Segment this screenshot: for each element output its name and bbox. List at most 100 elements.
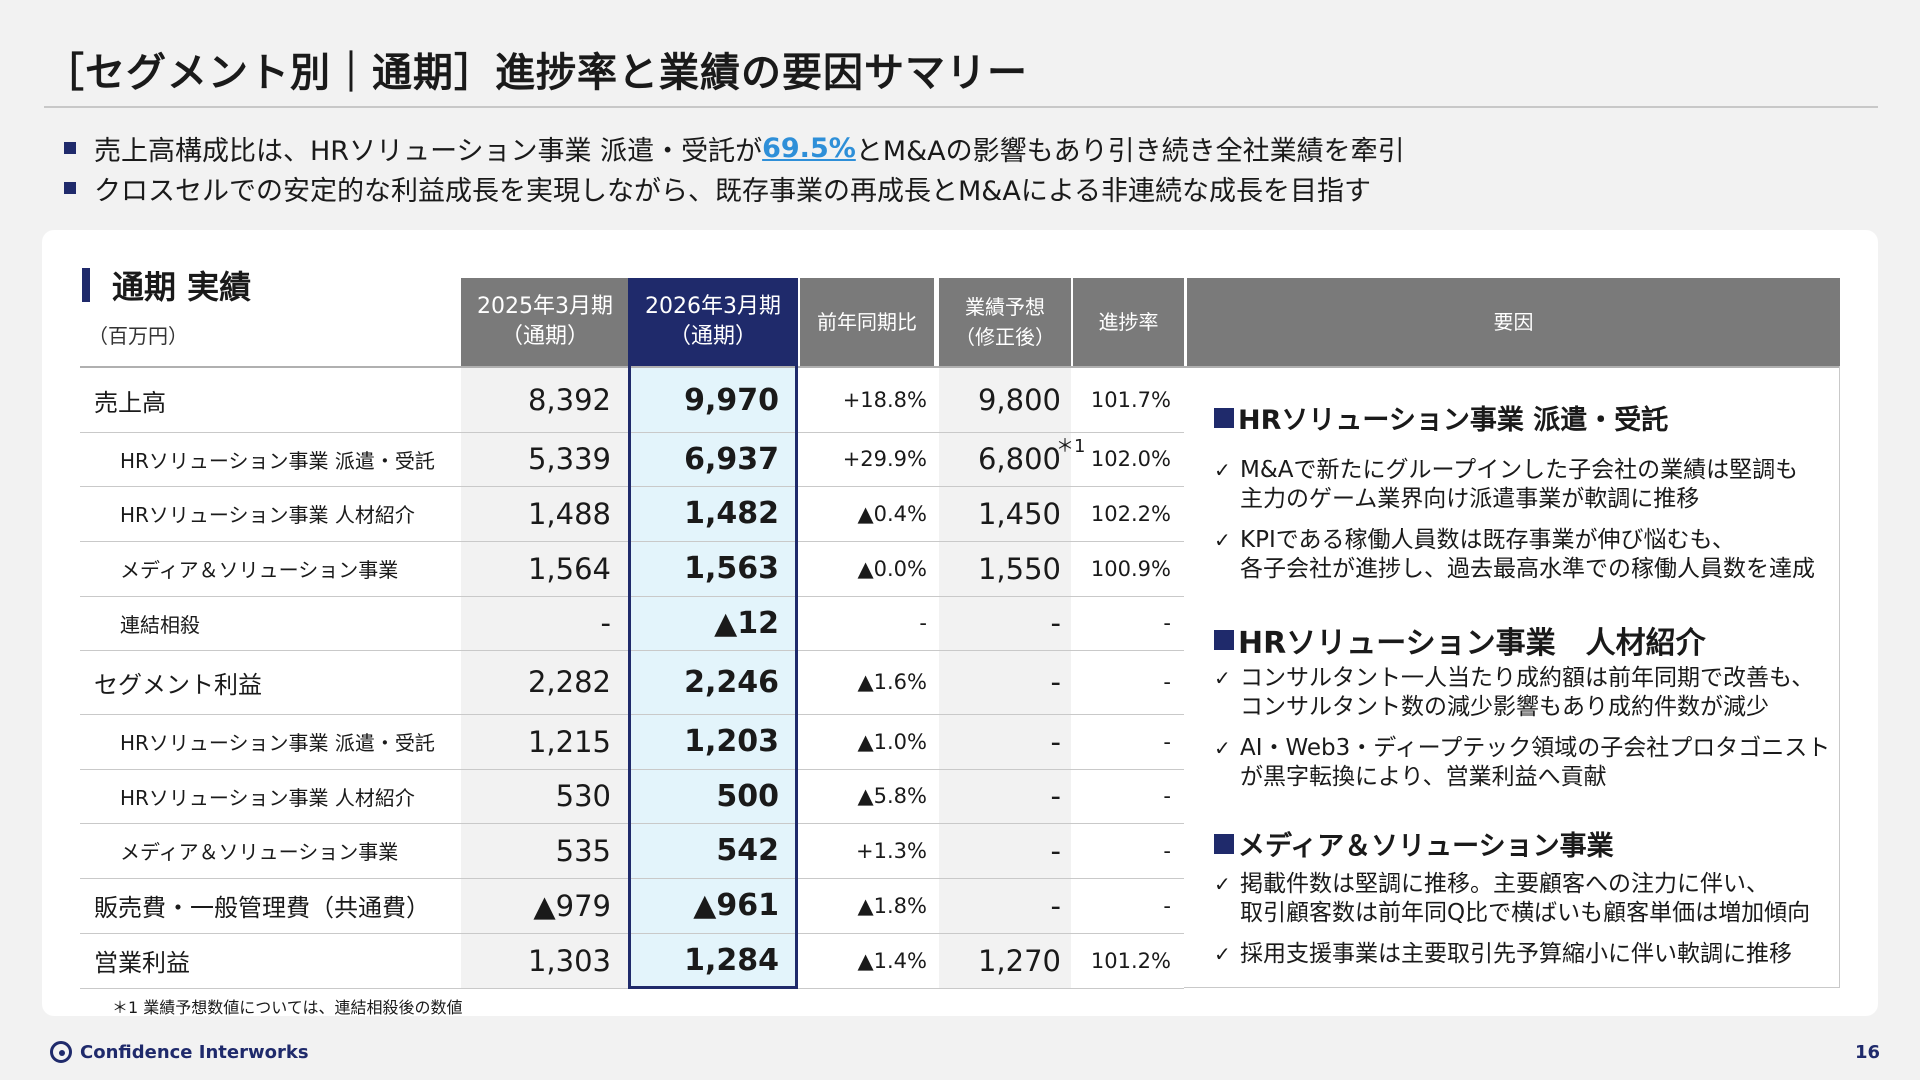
factor-line: 掲載件数は堅調に推移。主要顧客への注力に伴い、 (1240, 871, 1769, 897)
cell-forecast: - (1050, 606, 1061, 640)
cell-progress: - (1163, 611, 1171, 635)
cell-forecast: 1,450 (977, 496, 1061, 531)
cell-cur: 1,482 (684, 496, 779, 531)
section-bar-icon (82, 268, 90, 302)
cell-cur: 542 (716, 833, 779, 868)
cell-forecast: - (1050, 724, 1061, 759)
cell-progress: - (1163, 838, 1171, 863)
factor-item: ✓ KPIである稼働人員数は既存事業が伸び悩むも、 各子会社が進捗し、過去最高水準で… (1214, 526, 1815, 584)
header-divider (80, 366, 1840, 368)
row-label: HRソリューション事業 派遣・受託 (120, 448, 435, 473)
row-divider (80, 878, 1184, 879)
cell-prev: 1,488 (527, 496, 611, 531)
cell-yoy: ▲0.4% (857, 501, 927, 526)
cell-forecast: - (1050, 665, 1061, 699)
factor-line: が黒字転換により、営業利益へ貢献 (1240, 764, 1607, 790)
title-divider (44, 106, 1878, 108)
cell-prev: ▲979 (533, 888, 611, 923)
row-label: HRソリューション事業 派遣・受託 (120, 731, 435, 755)
cell-progress: - (1163, 893, 1171, 918)
cell-progress: 101.7% (1090, 388, 1171, 412)
cell-progress: 100.9% (1090, 556, 1171, 581)
row-label: セグメント利益 (94, 670, 262, 699)
page-title: ［セグメント別｜通期］進捗率と業績の要因サマリー (44, 50, 1028, 96)
factor-line: 各子会社が進捗し、過去最高水準での稼働人員数を達成 (1240, 556, 1815, 582)
cell-yoy: - (919, 611, 927, 635)
row-label: メディア＆ソリューション事業 (120, 840, 399, 864)
cell-forecast: 1,270 (977, 943, 1061, 978)
row-label: 連結相殺 (120, 612, 200, 637)
cell-yoy: ▲1.4% (857, 948, 927, 973)
cell-yoy: ▲1.8% (857, 893, 927, 918)
section-heading: 通期 実績 (82, 262, 251, 308)
cell-prev: 8,392 (527, 383, 611, 417)
factor-line: M&Aで新たにグループインした子会社の業績は堅調も (1240, 457, 1799, 483)
row-label: メディア＆ソリューション事業 (120, 558, 399, 582)
row-divider (80, 650, 1184, 651)
cell-cur: 2,246 (684, 664, 779, 700)
column-header-prev: 2025年3月期 （通期） (461, 278, 629, 366)
cell-cur: 500 (716, 778, 779, 814)
cell-progress: 102.2% (1090, 501, 1171, 526)
cell-cur: 9,970 (684, 382, 779, 418)
cell-forecast: - (1050, 833, 1061, 868)
page-number: 16 (1854, 1042, 1880, 1063)
cell-yoy: +1.3% (856, 838, 927, 863)
summary-bullet: クロスセルでの安定的な利益成長を実現しながら、既存事業の再成長とM&Aによる非連… (64, 168, 1405, 208)
column-header-yoy: 前年同期比 (800, 278, 934, 366)
cell-yoy: ▲5.8% (857, 784, 927, 808)
row-label: 営業利益 (94, 949, 190, 977)
cell-yoy: +29.9% (842, 447, 927, 471)
cell-yoy: ▲1.0% (857, 729, 927, 754)
current-column-border (628, 278, 798, 989)
row-divider (80, 823, 1184, 824)
cell-progress: - (1163, 729, 1171, 754)
factor-line: AI・Web3・ディープテック領域の子会社プロタゴニスト (1240, 735, 1831, 761)
bullet-text: クロスセルでの安定的な利益成長を実現しながら、既存事業の再成長とM&Aによる非連… (94, 175, 1372, 207)
cell-forecast: 6,800 (977, 442, 1061, 476)
unit-label: （百万円） (88, 324, 188, 348)
row-divider (80, 541, 1184, 542)
column-header-progress: 進捗率 (1073, 278, 1184, 366)
cell-cur: ▲12 (714, 605, 779, 641)
check-icon: ✓ (1214, 666, 1231, 690)
factor-line: KPIである稼働人員数は既存事業が伸び悩むも、 (1240, 527, 1735, 553)
cell-yoy: ▲0.0% (857, 556, 927, 581)
cell-prev: - (600, 606, 611, 640)
cell-cur: 1,203 (684, 724, 779, 759)
cell-prev: 5,339 (527, 442, 611, 476)
logo-icon (50, 1041, 72, 1063)
square-bullet-icon (64, 142, 76, 154)
section-title: 通期 実績 (112, 268, 252, 306)
factor-title: HRソリューション事業 派遣・受託 (1214, 398, 1668, 437)
forecast-column-shade (939, 368, 1071, 988)
row-divider (80, 714, 1184, 715)
cell-forecast: 9,800 (977, 383, 1061, 417)
factor-title-text: HRソリューション事業 派遣・受託 (1238, 405, 1669, 436)
factor-line: 取引顧客数は前年同Q比で横ばいも顧客単価は増加傾向 (1240, 900, 1811, 926)
factor-item: ✓ AI・Web3・ディープテック領域の子会社プロタゴニスト が黒字転換により、営業… (1214, 734, 1830, 792)
cell-cur: 1,284 (684, 943, 779, 978)
cell-forecast: - (1050, 888, 1061, 923)
check-icon: ✓ (1214, 942, 1231, 966)
cell-prev: 1,564 (527, 551, 611, 586)
cell-prev: 1,303 (527, 943, 611, 978)
cell-yoy: +18.8% (842, 388, 927, 412)
column-header-factors: 要因 (1187, 278, 1840, 366)
cell-progress: - (1163, 784, 1171, 808)
cell-cur: 1,563 (684, 551, 779, 586)
cell-progress: 101.2% (1090, 948, 1171, 973)
factor-item: ✓ 採用支援事業は主要取引先予算縮小に伴い軟調に推移 (1214, 940, 1792, 969)
cell-prev: 530 (555, 779, 611, 813)
row-divider (80, 486, 1184, 487)
factor-item: ✓ M&Aで新たにグループインした子会社の業績は堅調も 主力のゲーム業界向け派遣事業… (1214, 456, 1798, 514)
factor-item: ✓ 掲載件数は堅調に推移。主要顧客への注力に伴い、 取引顧客数は前年同Q比で横ばいも… (1214, 870, 1810, 928)
row-divider (80, 769, 1184, 770)
bullet-text-tail: とM&Aの影響もあり引き続き全社業績を牽引 (855, 135, 1405, 167)
column-header-current: 2026年3月期 （通期） (629, 278, 797, 366)
cell-prev: 535 (555, 833, 611, 868)
bullet-highlight: 69.5% (762, 132, 856, 164)
row-divider (80, 933, 1184, 934)
square-bullet-icon (1214, 630, 1234, 650)
factor-title-text: メディア＆ソリューション事業 (1238, 831, 1614, 862)
